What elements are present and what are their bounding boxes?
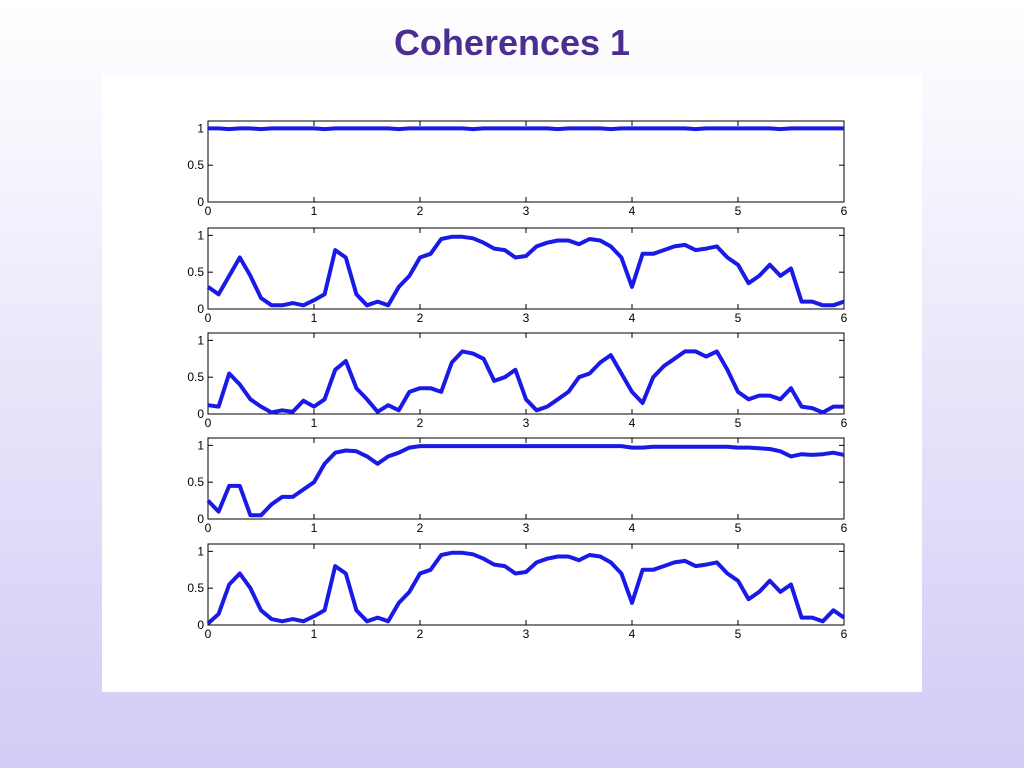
x-tick-label: 2 bbox=[417, 416, 424, 430]
x-tick-label: 0 bbox=[205, 311, 212, 325]
x-tick-label: 4 bbox=[629, 204, 636, 218]
x-tick-label: 4 bbox=[629, 521, 636, 535]
x-tick-label: 3 bbox=[523, 204, 530, 218]
y-tick-label: 0.5 bbox=[187, 370, 204, 384]
x-tick-label: 0 bbox=[205, 627, 212, 641]
x-tick-label: 1 bbox=[311, 521, 318, 535]
x-tick-label: 6 bbox=[841, 311, 848, 325]
x-tick-label: 1 bbox=[311, 311, 318, 325]
y-tick-label: 0 bbox=[197, 195, 204, 209]
y-tick-label: 1 bbox=[197, 228, 204, 242]
y-tick-label: 0 bbox=[197, 407, 204, 421]
data-line bbox=[206, 550, 846, 625]
axes-box bbox=[207, 332, 845, 415]
x-tick-label: 4 bbox=[629, 627, 636, 641]
x-tick-label: 5 bbox=[735, 521, 742, 535]
y-tick-label: 1 bbox=[197, 544, 204, 558]
y-tick-label: 0.5 bbox=[187, 265, 204, 279]
x-tick-label: 0 bbox=[205, 204, 212, 218]
x-tick-label: 5 bbox=[735, 311, 742, 325]
x-tick-label: 6 bbox=[841, 204, 848, 218]
x-tick-label: 3 bbox=[523, 416, 530, 430]
x-tick-label: 2 bbox=[417, 521, 424, 535]
axes-box bbox=[207, 227, 845, 310]
x-tick-label: 6 bbox=[841, 521, 848, 535]
y-tick-label: 1 bbox=[197, 438, 204, 452]
x-tick-label: 1 bbox=[311, 416, 318, 430]
x-tick-label: 4 bbox=[629, 311, 636, 325]
x-tick-label: 0 bbox=[205, 521, 212, 535]
x-tick-label: 2 bbox=[417, 311, 424, 325]
x-tick-label: 3 bbox=[523, 521, 530, 535]
x-tick-label: 0 bbox=[205, 416, 212, 430]
y-tick-label: 1 bbox=[197, 121, 204, 135]
data-line bbox=[208, 126, 844, 132]
axes-box bbox=[207, 437, 845, 520]
x-tick-label: 6 bbox=[841, 416, 848, 430]
x-tick-label: 5 bbox=[735, 627, 742, 641]
axes-box bbox=[207, 120, 845, 203]
data-line bbox=[206, 444, 845, 518]
x-tick-label: 2 bbox=[417, 627, 424, 641]
y-tick-label: 0.5 bbox=[187, 158, 204, 172]
x-tick-label: 1 bbox=[311, 627, 318, 641]
data-line bbox=[207, 349, 844, 415]
x-tick-label: 3 bbox=[523, 627, 530, 641]
x-tick-label: 1 bbox=[311, 204, 318, 218]
x-tick-label: 4 bbox=[629, 416, 636, 430]
y-tick-label: 0 bbox=[197, 302, 204, 316]
slide-title: Coherences 1 bbox=[393, 22, 631, 63]
x-tick-label: 5 bbox=[735, 416, 742, 430]
x-tick-label: 5 bbox=[735, 204, 742, 218]
y-tick-label: 0 bbox=[197, 512, 204, 526]
data-line bbox=[206, 234, 845, 308]
x-tick-label: 3 bbox=[523, 311, 530, 325]
axes-box bbox=[207, 543, 845, 626]
y-tick-label: 0.5 bbox=[187, 475, 204, 489]
y-tick-label: 1 bbox=[197, 333, 204, 347]
x-tick-label: 6 bbox=[841, 627, 848, 641]
y-tick-label: 0 bbox=[197, 618, 204, 632]
x-tick-label: 2 bbox=[417, 204, 424, 218]
y-tick-label: 0.5 bbox=[187, 581, 204, 595]
